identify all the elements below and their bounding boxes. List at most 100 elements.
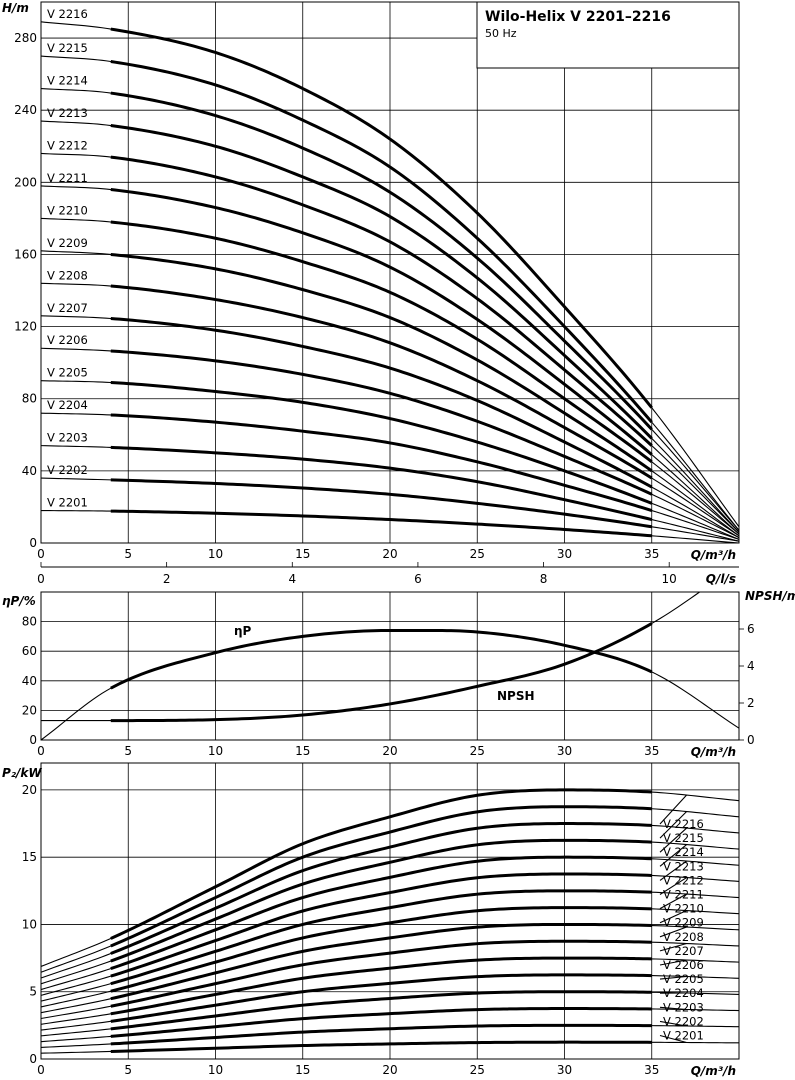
head-curve-bold bbox=[110, 188, 653, 456]
power-y-tick: 0 bbox=[29, 1052, 37, 1066]
flow-ls-tick: 8 bbox=[540, 572, 548, 586]
power-curve-bold bbox=[110, 822, 652, 955]
power-leader-line bbox=[659, 942, 687, 952]
power-x-tick: 20 bbox=[382, 1063, 397, 1077]
power-series-label: V 2203 bbox=[663, 1000, 704, 1014]
power-series bbox=[40, 788, 740, 967]
power-curve-bold bbox=[110, 906, 652, 993]
head-y-tick: 120 bbox=[14, 320, 37, 334]
power-series bbox=[40, 805, 740, 973]
head-series-label: V 2202 bbox=[47, 463, 88, 477]
head-series bbox=[40, 509, 740, 544]
title-box-frame bbox=[476, 1, 740, 69]
power-leader-line bbox=[659, 811, 688, 839]
head-series bbox=[40, 88, 740, 531]
power-x-tick: 35 bbox=[644, 1063, 659, 1077]
power-leader-line bbox=[659, 1034, 687, 1044]
power-series-label: V 2205 bbox=[663, 972, 704, 986]
flow-ls-axis: 0 2 4 6 8 10 Q/l/s bbox=[37, 562, 739, 586]
head-x-tick: 25 bbox=[470, 547, 485, 561]
power-series-label: V 2208 bbox=[663, 930, 704, 944]
head-curve-bold bbox=[110, 252, 653, 473]
power-series-label: V 2206 bbox=[663, 958, 704, 972]
head-y-tick: 240 bbox=[14, 103, 37, 117]
head-y-tick: 200 bbox=[14, 175, 37, 189]
head-series bbox=[40, 152, 740, 533]
npsh-y-tick: 4 bbox=[747, 659, 755, 673]
power-y-tick: 5 bbox=[29, 985, 37, 999]
power-series-label: V 2202 bbox=[663, 1014, 704, 1028]
flow-ls-tick: 4 bbox=[288, 572, 296, 586]
npsh-curve-label: NPSH bbox=[497, 689, 535, 703]
efficiency-y-tick: 60 bbox=[22, 644, 37, 658]
power-series-label: V 2215 bbox=[663, 831, 704, 845]
efficiency-x-tick: 30 bbox=[557, 744, 572, 758]
efficiency-series bbox=[40, 628, 740, 741]
head-series-label: V 2209 bbox=[47, 236, 88, 250]
power-curve-bold bbox=[110, 922, 652, 1001]
npsh-y-label: NPSH/m bbox=[745, 589, 795, 603]
head-curve-bold bbox=[110, 124, 653, 440]
head-curve-bold bbox=[110, 478, 652, 529]
efficiency-curve-label: ηP bbox=[234, 624, 252, 638]
power-series-label: V 2210 bbox=[663, 902, 704, 916]
head-series-label: V 2211 bbox=[47, 171, 88, 185]
power-leader-line bbox=[659, 1020, 687, 1027]
head-series-label: V 2201 bbox=[47, 496, 88, 510]
efficiency-x-tick: 15 bbox=[295, 744, 310, 758]
head-x-tick: 0 bbox=[37, 547, 45, 561]
head-series bbox=[40, 250, 740, 537]
head-series bbox=[40, 185, 740, 535]
power-x-tick: 25 bbox=[470, 1063, 485, 1077]
power-series bbox=[40, 922, 740, 1014]
head-x-tick: 30 bbox=[557, 547, 572, 561]
head-y-tick: 280 bbox=[14, 31, 37, 45]
npsh-y-tick: 2 bbox=[747, 696, 755, 710]
head-curve-bold bbox=[110, 284, 653, 480]
power-leader-line bbox=[659, 877, 687, 895]
power-curve-bold bbox=[110, 956, 652, 1016]
power-series bbox=[40, 906, 740, 1008]
flow-ls-tick: 10 bbox=[662, 572, 677, 586]
power-curve-bold bbox=[110, 973, 652, 1023]
power-series bbox=[40, 956, 740, 1025]
power-series-label: V 2216 bbox=[663, 817, 704, 831]
head-series-label: V 2207 bbox=[47, 301, 88, 315]
head-curve-bold bbox=[110, 155, 653, 447]
npsh-y-tick: 0 bbox=[747, 733, 755, 747]
head-series bbox=[40, 347, 740, 539]
head-series-label: V 2215 bbox=[47, 41, 88, 55]
head-series bbox=[40, 445, 740, 542]
power-leader-line bbox=[659, 893, 687, 910]
efficiency-y-tick: 80 bbox=[22, 615, 37, 629]
head-series-label: V 2203 bbox=[47, 431, 88, 445]
head-series-label: V 2204 bbox=[47, 398, 88, 412]
power-series bbox=[40, 1023, 740, 1048]
power-leader-line bbox=[659, 975, 687, 980]
head-series bbox=[40, 120, 740, 533]
head-curve-bold bbox=[110, 91, 653, 431]
head-curve-bold bbox=[110, 220, 653, 464]
head-series-label: V 2206 bbox=[47, 333, 88, 347]
power-curve-bold bbox=[110, 855, 652, 971]
power-series-label: V 2212 bbox=[663, 873, 704, 887]
npsh-curve-bold bbox=[110, 622, 653, 723]
flow-ls-label: Q/l/s bbox=[706, 572, 736, 586]
power-y-label: P₂/kW bbox=[2, 766, 42, 780]
head-series bbox=[40, 282, 740, 537]
efficiency-y-tick: 40 bbox=[22, 674, 37, 688]
power-series-label: V 2211 bbox=[663, 888, 704, 902]
power-series-label: V 2213 bbox=[663, 859, 704, 873]
head-series-label: V 2216 bbox=[47, 7, 88, 21]
flow-ls-tick: 6 bbox=[414, 572, 422, 586]
head-curve-bold bbox=[110, 316, 653, 489]
power-y-tick: 20 bbox=[22, 783, 37, 797]
power-curve-bold bbox=[110, 889, 652, 986]
power-series bbox=[40, 990, 740, 1037]
head-x-tick: 5 bbox=[124, 547, 132, 561]
head-series-label: V 2208 bbox=[47, 268, 88, 282]
head-series-label: V 2205 bbox=[47, 366, 88, 380]
power-curve-bold bbox=[110, 990, 652, 1031]
